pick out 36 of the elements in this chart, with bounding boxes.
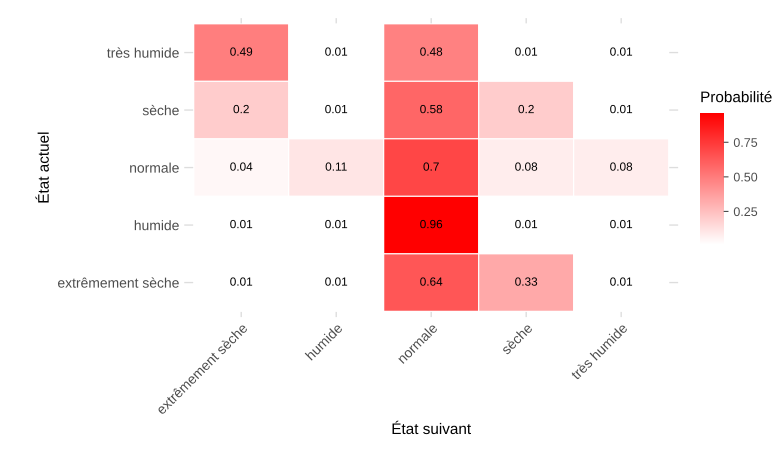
data-label: 0.2 xyxy=(518,104,534,114)
color-bar-label: 0.75 xyxy=(734,138,758,147)
y-tick-label: extrêmement sèche xyxy=(58,277,179,288)
data-label: 0.01 xyxy=(610,277,632,286)
data-label: 0.08 xyxy=(515,162,538,171)
y-tick-label: très humide xyxy=(107,47,179,58)
data-label: 0.01 xyxy=(515,220,538,228)
data-label: 0.7 xyxy=(423,162,439,171)
data-label: 0.01 xyxy=(610,220,632,228)
data-label: 0.01 xyxy=(230,277,252,286)
data-label: 0.33 xyxy=(515,277,538,286)
data-label: 0.04 xyxy=(230,162,252,171)
data-label: 0.01 xyxy=(325,220,348,228)
data-label: 0.01 xyxy=(515,47,538,56)
y-axis-title: État actuel xyxy=(35,132,49,202)
data-label: 0.01 xyxy=(230,220,252,228)
data-label: 0.64 xyxy=(420,277,442,286)
data-label: 0.49 xyxy=(230,47,252,56)
color-bar-title: Probabilité xyxy=(701,90,772,102)
data-label: 0.48 xyxy=(420,47,442,56)
y-tick-label: normale xyxy=(130,162,179,173)
data-label: 0.96 xyxy=(420,220,442,228)
y-tick-label: sèche xyxy=(142,104,179,116)
data-label: 0.01 xyxy=(325,104,348,114)
x-axis-title: État suivant xyxy=(392,420,472,434)
data-label: 0.08 xyxy=(610,162,632,171)
y-tick-label: humide xyxy=(134,220,179,230)
data-label: 0.58 xyxy=(420,104,442,114)
color-bar-label: 0.50 xyxy=(734,172,758,182)
color-bar-label: 0.25 xyxy=(734,207,758,216)
data-label: 0.01 xyxy=(610,104,632,114)
data-label: 0.01 xyxy=(610,47,632,56)
data-label: 0.01 xyxy=(325,277,348,286)
data-label: 0.2 xyxy=(233,104,249,114)
data-label: 0.01 xyxy=(325,47,348,56)
data-label: 0.11 xyxy=(326,162,347,171)
